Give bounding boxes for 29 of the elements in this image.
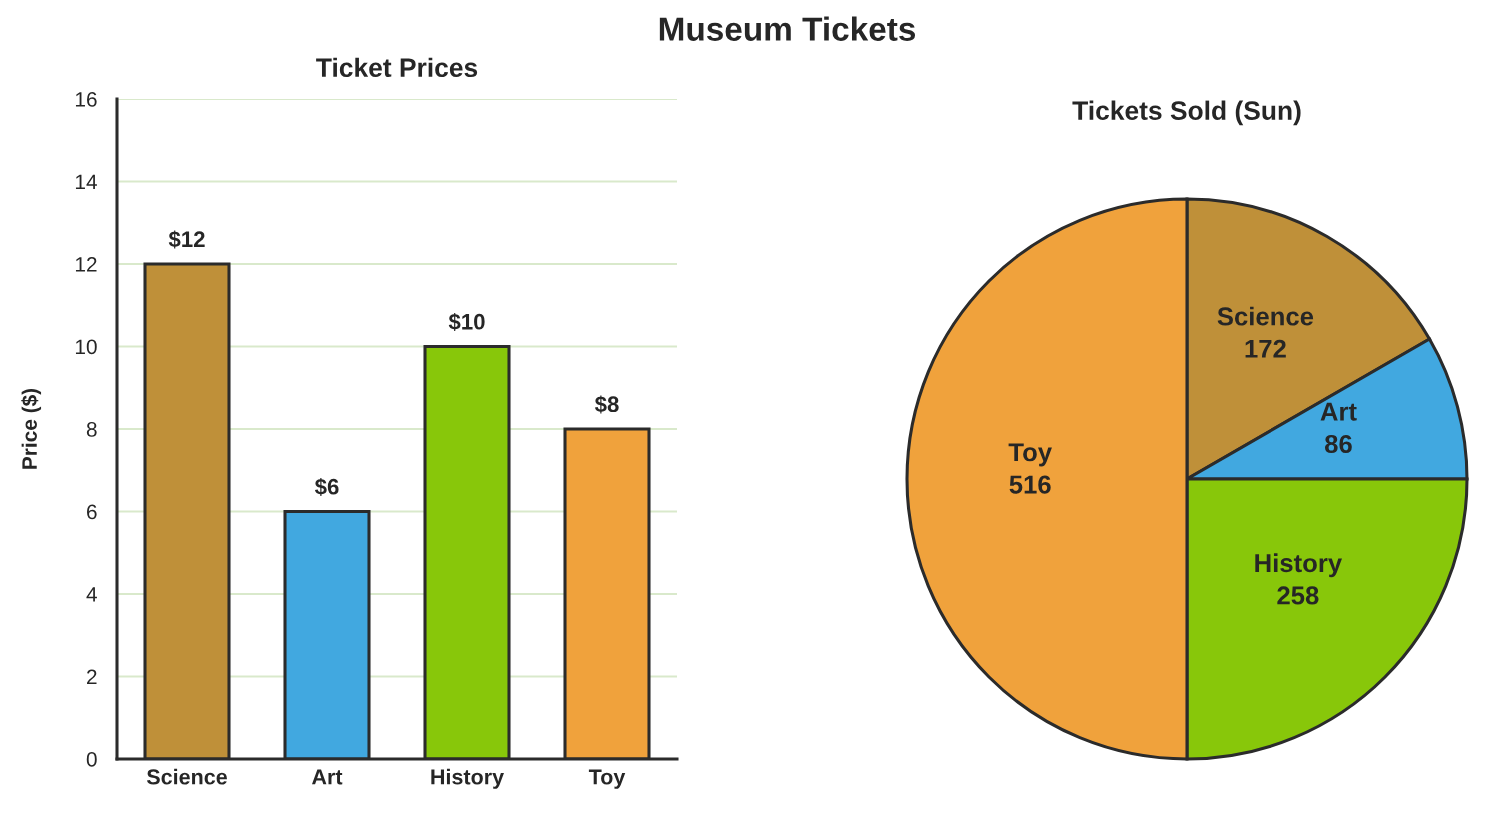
data-label: 516: [1009, 475, 1051, 494]
slice-label: History: [1255, 553, 1342, 578]
y-tick-label: 10: [75, 339, 97, 355]
slice-label: Art: [1320, 402, 1357, 421]
chart-title: Ticket Prices: [316, 57, 478, 78]
chart-title: Tickets Sold (Sun): [1072, 100, 1301, 126]
data-label: 86: [1324, 434, 1352, 454]
y-tick-label: 14: [75, 174, 97, 190]
y-tick-label: 0: [86, 752, 97, 767]
data-label: $10: [448, 312, 485, 332]
data-label: 172: [1245, 339, 1286, 358]
x-tick-label: Art: [311, 769, 343, 785]
y-axis-title: Price ($): [21, 388, 42, 469]
x-tick-label: History: [431, 768, 504, 789]
x-tick-label: Toy: [588, 769, 626, 789]
data-label: $12: [168, 230, 205, 249]
data-label: $8: [594, 395, 619, 414]
y-tick-label: 4: [86, 587, 97, 602]
y-tick-label: 8: [86, 422, 97, 437]
y-tick-label: 2: [87, 669, 97, 685]
y-tick-label: 6: [87, 504, 97, 520]
y-tick-label: 12: [75, 257, 97, 272]
data-label: 258: [1277, 586, 1319, 605]
data-label: $6: [314, 477, 339, 497]
x-tick-label: Science: [146, 768, 227, 785]
slice-label: Toy: [1008, 443, 1052, 467]
text: Museum Tickets: [659, 16, 916, 41]
y-tick-label: 16: [75, 92, 97, 107]
slice-label: Science: [1217, 306, 1314, 326]
